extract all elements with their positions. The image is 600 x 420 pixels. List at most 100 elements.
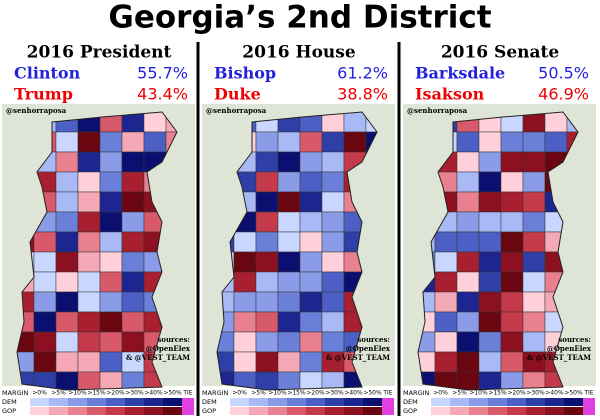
panel-heading: 2016 President: [27, 43, 172, 63]
candidate-name: Bishop: [214, 64, 276, 83]
county: [255, 231, 279, 253]
district-outline: [16, 111, 178, 391]
county: [277, 331, 301, 353]
county: [321, 271, 345, 293]
county: [544, 131, 568, 153]
legend-swatch: [230, 398, 249, 406]
legend-swatch: [526, 407, 545, 415]
county: [99, 131, 123, 153]
county: [321, 331, 345, 353]
legend-swatch: [450, 398, 469, 406]
legend-swatch: [287, 398, 306, 406]
legend-swatch: [564, 398, 583, 406]
legend-swatch: [249, 407, 268, 415]
county: [478, 151, 502, 173]
county: [343, 112, 367, 133]
county: [121, 151, 145, 173]
county: [77, 271, 101, 293]
legend-swatch: [144, 398, 163, 406]
county: [277, 291, 301, 313]
county: [233, 331, 257, 353]
sources: & @VEST_TEAM: [126, 353, 190, 362]
county: [33, 331, 57, 353]
county: [277, 131, 301, 153]
county: [233, 251, 257, 273]
county: [255, 331, 279, 353]
legend-swatch: [182, 398, 194, 415]
county: [321, 231, 345, 253]
county: [500, 191, 524, 213]
county: [55, 191, 79, 213]
county: [55, 171, 79, 193]
legend-level: >0%: [433, 390, 448, 397]
credit: @senhorraposa: [206, 106, 267, 115]
candidate-name: Clinton: [14, 64, 81, 83]
county: [500, 271, 524, 293]
sources: sources:: [558, 335, 591, 344]
county: [55, 131, 79, 153]
legend-swatch: [30, 398, 49, 406]
county: [121, 191, 145, 213]
legend-swatch: [363, 407, 382, 415]
legend-swatch: [106, 398, 125, 406]
county: [478, 171, 502, 193]
county: [522, 151, 546, 173]
county: [456, 271, 480, 293]
county: [434, 271, 458, 293]
county: [55, 351, 79, 373]
legend-level: >40%: [344, 390, 363, 397]
county: [77, 191, 101, 213]
candidate-pct: 46.9%: [538, 85, 589, 104]
county: [456, 311, 480, 333]
county: [255, 191, 279, 213]
county: [456, 211, 480, 233]
county: [500, 231, 524, 253]
legend-level: >20%: [507, 390, 526, 397]
legend-level: >20%: [106, 390, 125, 397]
county: [233, 311, 257, 333]
county: [77, 231, 101, 253]
county: [522, 291, 546, 313]
county: [500, 251, 524, 273]
county: [255, 151, 279, 173]
county: [121, 211, 145, 233]
legend-label: MARGIN: [202, 389, 229, 397]
legend-level: >30%: [125, 390, 144, 397]
county: [321, 311, 345, 333]
county: [233, 271, 257, 293]
legend-level: >40%: [144, 390, 163, 397]
county: [456, 331, 480, 353]
sources: & @VEST_TEAM: [326, 353, 390, 362]
candidate-name: Barksdale: [415, 64, 505, 83]
legend-swatch: [488, 407, 507, 415]
county: [456, 231, 480, 253]
county: [121, 331, 145, 353]
legend-level: >5%: [51, 390, 66, 397]
county: [277, 251, 301, 273]
legend-level: >20%: [306, 390, 325, 397]
county: [500, 151, 524, 173]
credit: @senhorraposa: [407, 106, 468, 115]
county: [456, 251, 480, 273]
legend-swatch: [163, 398, 182, 406]
county: [500, 131, 524, 153]
county: [500, 331, 524, 353]
legend-swatch: [87, 398, 106, 406]
county: [77, 171, 101, 193]
county: [77, 351, 101, 373]
legend-swatch: [249, 398, 268, 406]
legend-label: MARGIN: [403, 389, 430, 397]
title: Georgia’s 2nd District: [108, 0, 491, 36]
county: [55, 271, 79, 293]
county: [500, 351, 524, 373]
legend-swatch: [545, 398, 564, 406]
legend-level: >15%: [488, 390, 507, 397]
county: [121, 271, 145, 293]
county: [478, 331, 502, 353]
county: [33, 291, 57, 313]
county: [478, 251, 502, 273]
legend-swatch: [306, 407, 325, 415]
legend-swatch: [507, 407, 526, 415]
county: [277, 211, 301, 233]
